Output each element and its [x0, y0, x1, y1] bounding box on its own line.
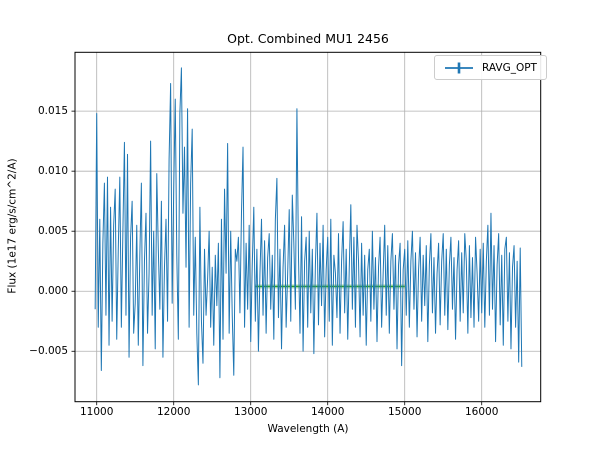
x-tick-label: 11000 [80, 406, 114, 418]
axes-frame [74, 51, 542, 403]
x-axis-label: Wavelength (A) [267, 423, 349, 435]
flux-series-line [94, 67, 523, 386]
y-tick-label: 0.000 [37, 284, 68, 297]
y-tick-label: −0.005 [29, 344, 68, 357]
legend: RAVG_OPT [434, 55, 547, 80]
x-tick-label: 13000 [234, 406, 268, 418]
x-tick-label: 16000 [465, 406, 499, 418]
chart-title: Opt. Combined MU1 2456 [227, 31, 389, 46]
legend-label: RAVG_OPT [482, 61, 537, 74]
x-tick-label: 12000 [157, 406, 191, 418]
y-tick-label: 0.010 [37, 164, 68, 177]
x-tick-label: 15000 [388, 406, 422, 418]
y-tick-label: 0.005 [37, 224, 68, 237]
y-tick-label: 0.015 [37, 104, 68, 117]
errorbar-glyph-icon [445, 62, 473, 73]
x-tick-label: 14000 [311, 406, 345, 418]
